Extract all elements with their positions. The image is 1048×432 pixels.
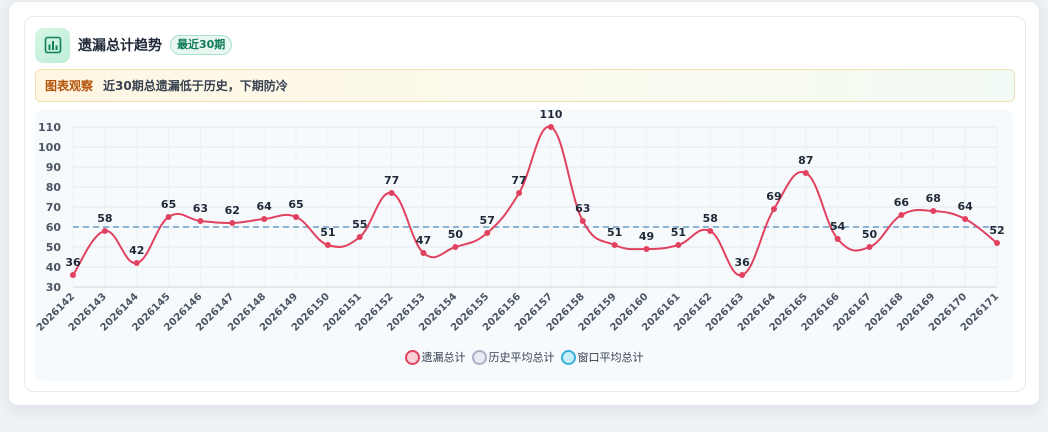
data-label: 51 (671, 226, 686, 239)
data-point (643, 246, 650, 252)
data-label: 64 (957, 200, 973, 213)
y-tick-label: 30 (46, 281, 62, 294)
data-point (293, 214, 300, 220)
data-label: 58 (703, 212, 718, 225)
data-label: 87 (798, 154, 813, 167)
data-label: 55 (352, 218, 367, 231)
data-label: 65 (161, 198, 176, 211)
data-point (802, 170, 809, 176)
data-label: 63 (575, 202, 590, 215)
y-tick-label: 70 (46, 201, 62, 214)
data-label: 57 (480, 214, 495, 227)
data-label: 42 (129, 244, 144, 257)
data-point (675, 242, 682, 248)
data-point (388, 190, 395, 196)
data-label: 58 (97, 212, 112, 225)
y-tick-label: 50 (46, 241, 62, 254)
data-label: 64 (257, 200, 273, 213)
legend-label-window: 窗口平均总计 (577, 351, 644, 364)
data-point (101, 228, 108, 234)
y-tick-label: 60 (46, 221, 62, 234)
chart-legend: 遗漏总计 历史平均总计 窗口平均总计 (35, 349, 1013, 365)
data-point (229, 220, 236, 226)
legend-label-history: 历史平均总计 (488, 351, 555, 364)
data-point (452, 244, 459, 250)
observation-text: 近30期总遗漏低于历史，下期防冷 (103, 79, 288, 93)
data-point (611, 242, 618, 248)
legend-item-window[interactable]: 窗口平均总计 (560, 349, 644, 365)
data-label: 36 (65, 256, 81, 269)
data-point (994, 240, 1000, 246)
trend-card: 遗漏总计趋势 最近30期 图表观察 近30期总遗漏低于历史，下期防冷 30 40 5… (24, 16, 1026, 392)
data-label: 54 (830, 220, 846, 233)
y-tick-label: 100 (38, 141, 61, 154)
data-point (516, 190, 523, 196)
data-label: 36 (734, 256, 750, 269)
y-tick-label: 40 (46, 261, 62, 274)
observation-banner: 图表观察 近30期总遗漏低于历史，下期防冷 (35, 69, 1015, 102)
data-label: 51 (320, 226, 335, 239)
legend-swatch-history (471, 349, 487, 365)
data-point (707, 228, 714, 234)
data-point (898, 212, 905, 218)
data-point (324, 242, 331, 248)
plot-area: 30 40 50 60 70 80 90 100 110 2026142 2026143 202614… (35, 109, 1013, 381)
data-point (739, 272, 746, 278)
data-point (420, 250, 427, 256)
legend-item-history[interactable]: 历史平均总计 (471, 349, 555, 365)
data-point (547, 124, 554, 130)
legend-swatch-main (404, 349, 420, 365)
data-point (261, 216, 268, 222)
data-label: 63 (193, 202, 208, 215)
data-label: 50 (862, 228, 878, 241)
data-point (165, 214, 172, 220)
data-label: 51 (607, 226, 622, 239)
data-point (70, 272, 76, 278)
data-label: 47 (416, 234, 431, 247)
y-tick-label: 110 (38, 121, 61, 134)
data-point (133, 260, 140, 266)
data-point (484, 230, 491, 236)
data-point (197, 218, 204, 224)
data-label: 66 (894, 196, 910, 209)
data-point (866, 244, 873, 250)
data-label: 52 (989, 224, 1004, 237)
chart-title: 遗漏总计趋势 (78, 38, 162, 54)
data-label: 50 (448, 228, 464, 241)
data-point (930, 208, 937, 214)
data-label: 65 (288, 198, 303, 211)
data-label: 68 (926, 192, 941, 205)
data-point (770, 206, 777, 212)
data-label: 49 (639, 230, 654, 243)
series-line-main (72, 125, 998, 277)
y-tick-label: 80 (46, 181, 62, 194)
observation-tag: 图表观察 (45, 79, 94, 93)
legend-swatch-window (560, 349, 576, 365)
data-label: 110 (539, 109, 562, 121)
data-point (579, 218, 586, 224)
legend-item-main[interactable]: 遗漏总计 (404, 349, 466, 365)
data-point (834, 236, 841, 242)
bar-chart-icon (35, 27, 70, 63)
data-label: 62 (225, 204, 240, 217)
line-chart: 3040506070809010011020261422026143202614… (35, 109, 1005, 334)
y-tick-label: 90 (46, 161, 62, 174)
legend-label-main: 遗漏总计 (421, 351, 466, 364)
data-label: 77 (511, 174, 526, 187)
data-point (356, 234, 363, 240)
outer-panel: 遗漏总计趋势 最近30期 图表观察 近30期总遗漏低于历史，下期防冷 30 40 5… (8, 1, 1040, 406)
data-label: 77 (384, 174, 399, 187)
data-point (962, 216, 969, 222)
card-header: 遗漏总计趋势 最近30期 (35, 27, 233, 63)
data-label: 69 (766, 190, 781, 203)
period-badge: 最近30期 (170, 35, 233, 55)
